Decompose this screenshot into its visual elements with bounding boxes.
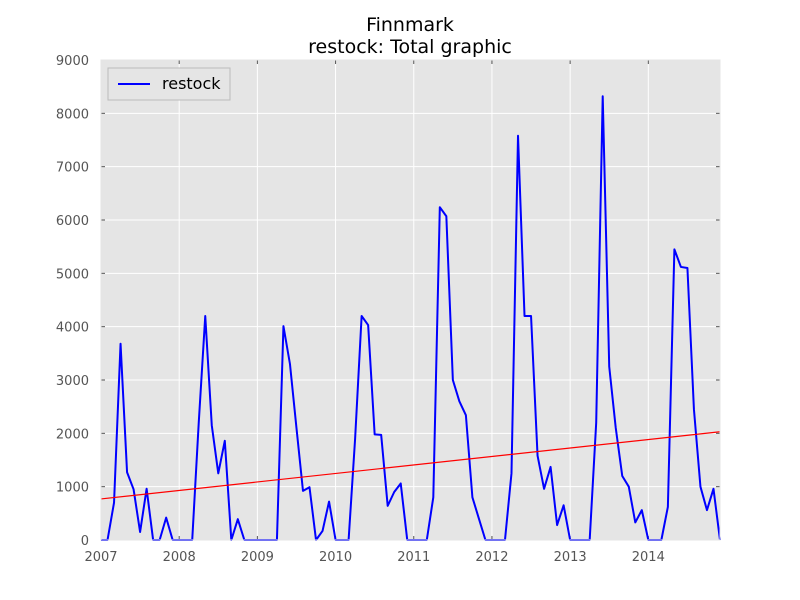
tick-label-x: 2014 — [632, 550, 665, 565]
tick-label-x: 2010 — [319, 550, 352, 565]
tick-label-y: 4000 — [56, 321, 89, 336]
tick-label-y: 8000 — [56, 107, 89, 122]
tick-label-y: 3000 — [56, 374, 89, 389]
chart-subtitle: restock: Total graphic — [308, 36, 512, 58]
tick-label-x: 2007 — [84, 550, 117, 565]
tick-label-y: 6000 — [56, 214, 89, 229]
tick-label-x: 2008 — [163, 550, 196, 565]
plot-area — [101, 60, 720, 540]
tick-label-y: 9000 — [56, 54, 89, 69]
trend-line — [100, 431, 721, 500]
chart-title: Finnmark — [366, 14, 454, 36]
tick-label-x: 2009 — [241, 550, 274, 565]
tick-label-y: 7000 — [56, 161, 89, 176]
tick-label-y: 0 — [81, 534, 89, 549]
tick-label-y: 1000 — [56, 481, 89, 496]
tick-label-x: 2011 — [397, 550, 430, 565]
plot-frame — [100, 59, 721, 541]
tick-label-x: 2013 — [554, 550, 587, 565]
legend-label-restock: restock — [162, 74, 221, 93]
tick-label-x: 2012 — [475, 550, 508, 565]
tick-label-y: 2000 — [56, 427, 89, 442]
legend: restock — [107, 67, 231, 101]
axis-ticks: 0 1000 2000 3000 4000 5000 6000 7000 8000 9000 200… — [56, 54, 720, 565]
tick-label-y: 5000 — [56, 267, 89, 282]
